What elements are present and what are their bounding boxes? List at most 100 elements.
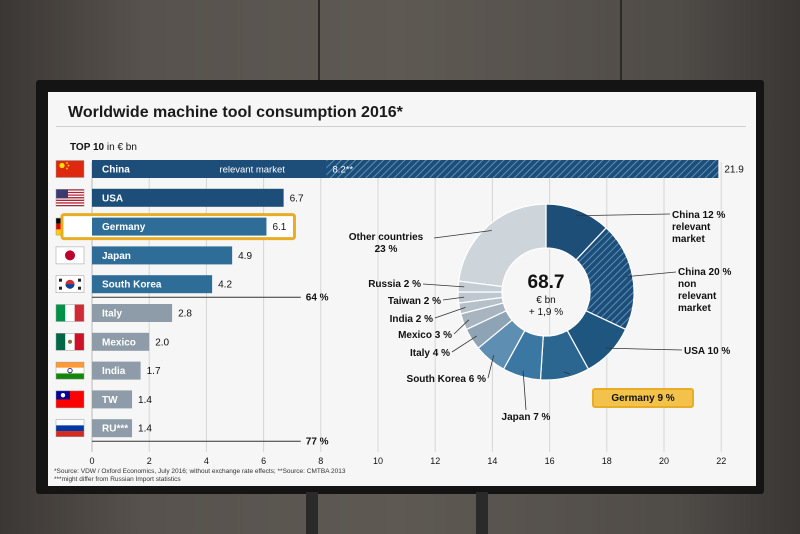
flag-border [55, 189, 85, 207]
flag-part [56, 190, 84, 192]
slice-leader-line [522, 370, 527, 411]
flag-part [56, 199, 84, 202]
flag-part [56, 304, 66, 322]
bar [92, 246, 233, 265]
category-label: USA [102, 193, 123, 204]
category-label: RU*** [102, 424, 128, 435]
russia-flag [55, 419, 85, 437]
flag-part [56, 206, 84, 208]
flag-disc [65, 250, 75, 261]
slice-label: China 20 % [678, 267, 731, 278]
subtitle-unit: in € bn [104, 142, 137, 153]
flag-border [55, 160, 85, 178]
slice-label: market [672, 234, 705, 245]
x-tick-label: 22 [716, 456, 726, 466]
tv-stand [300, 492, 500, 534]
cumulative-marker-label: 77 % [306, 437, 329, 448]
value-label: 6.7 [290, 193, 304, 204]
x-tick-label: 2 [147, 456, 152, 466]
flag-part [56, 189, 68, 199]
x-tick-label: 8 [318, 456, 323, 466]
slice-leader-line [626, 271, 677, 278]
flag-part [78, 278, 81, 282]
category-label: Germany [102, 222, 146, 233]
flag-part [56, 419, 84, 426]
x-tick-label: 6 [261, 456, 266, 466]
bar-china-non-relevant [326, 160, 719, 178]
flag-star [59, 162, 65, 169]
flag-sun [60, 392, 66, 398]
slice-leader-line [433, 230, 492, 239]
slice-leader-line [442, 296, 465, 301]
germany-slice-highlight [592, 388, 694, 408]
value-label: 1.7 [147, 366, 161, 377]
bar [92, 332, 150, 351]
taiwan-flag [55, 390, 85, 409]
flag-part [56, 425, 84, 432]
flag-border [55, 390, 85, 409]
x-tick-label: 16 [545, 456, 555, 466]
flag-part [56, 204, 84, 207]
flag-part [56, 197, 84, 199]
x-tick-label: 10 [373, 456, 383, 466]
slice-leader-line [422, 283, 465, 288]
slice-leader-line [576, 213, 671, 217]
category-label: Italy [102, 309, 122, 320]
donut-center-value: 68.7 [528, 272, 565, 293]
bar [92, 188, 284, 207]
bar [92, 304, 173, 322]
slice-label: non [678, 279, 696, 290]
mexico-flag [55, 333, 85, 351]
flag-part [56, 431, 84, 437]
china-relevant-market-label: relevant market [219, 165, 285, 176]
india-flag [55, 361, 85, 380]
value-label: 2.0 [155, 337, 169, 348]
south-korea-flag [55, 275, 85, 293]
flag-part [56, 191, 84, 194]
flag-border [55, 304, 85, 322]
x-tick-label: 18 [602, 456, 612, 466]
slice-leader-line [434, 306, 466, 319]
flag-part [78, 286, 81, 290]
x-tick-label: 4 [204, 456, 209, 466]
flag-part [56, 362, 84, 368]
slice-label: relevant [678, 291, 717, 302]
category-label: South Korea [102, 280, 162, 291]
slice-label: Japan 7 % [502, 412, 551, 423]
stand-post [306, 492, 318, 534]
category-label: China [102, 165, 130, 176]
slice-label: Taiwan 2 % [388, 296, 441, 307]
category-label: Mexico [102, 337, 136, 348]
category-label: India [102, 366, 126, 377]
flag-wheel [67, 368, 73, 374]
flag-part [56, 193, 84, 195]
cumulative-marker-label: 64 % [306, 293, 329, 304]
slice-label: Russia 2 % [368, 279, 421, 290]
value-label: 2.8 [178, 309, 192, 320]
slice-leader-line [453, 319, 470, 335]
value-label: 1.4 [138, 424, 152, 435]
wall-seam [620, 0, 622, 90]
flag-part [59, 286, 62, 290]
flag-part [56, 189, 84, 191]
flag-part [56, 367, 84, 374]
flag-disc [65, 284, 75, 289]
x-tick-label: 0 [89, 456, 94, 466]
slice-label: Mexico 3 % [398, 330, 452, 341]
flag-border [55, 361, 85, 380]
slice-leader-line [605, 347, 683, 351]
slice-label: India 2 % [390, 314, 433, 325]
bar [92, 275, 213, 294]
slide: Worldwide machine tool consumption 2016*… [48, 92, 756, 486]
category-label: Japan [102, 251, 131, 262]
slice-label: Other countries [349, 232, 424, 243]
flag-part [56, 373, 84, 380]
wall-seam [318, 0, 320, 90]
slice-leader-line [451, 335, 477, 353]
japan-flag [55, 246, 85, 265]
flag-part [56, 201, 84, 203]
flag-part [56, 202, 84, 204]
donut-center-unit: € bn [536, 295, 555, 306]
flag-part [56, 198, 84, 200]
china-relevant-value-label: 8.2** [333, 165, 354, 176]
